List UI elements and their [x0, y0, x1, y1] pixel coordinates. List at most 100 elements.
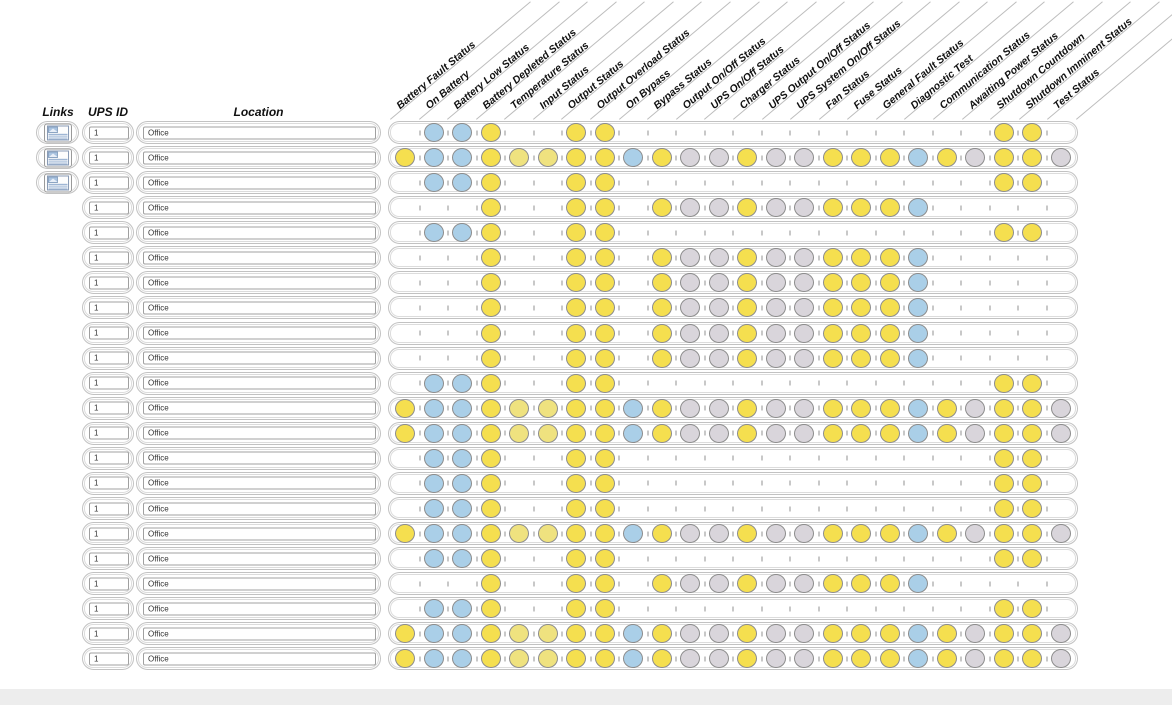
status-cell	[705, 323, 734, 344]
status-indicator	[452, 373, 473, 393]
status-indicator	[452, 499, 473, 519]
status-indicators-cell	[388, 121, 1078, 144]
location-input[interactable]	[143, 451, 376, 465]
ups-id-cell	[82, 647, 134, 671]
status-indicator	[851, 398, 872, 418]
location-input[interactable]	[143, 176, 376, 190]
location-cell	[136, 497, 381, 521]
location-input[interactable]	[143, 226, 376, 240]
status-cell	[391, 473, 420, 494]
status-cell	[505, 548, 534, 569]
status-indicator	[594, 248, 615, 268]
status-cell	[1047, 297, 1076, 318]
status-cell	[705, 598, 734, 619]
status-indicator	[395, 423, 416, 443]
location-input[interactable]	[143, 476, 376, 490]
status-indicator	[936, 649, 957, 669]
ups-id-input[interactable]	[89, 251, 129, 265]
status-indicator	[680, 198, 701, 218]
status-indicator	[480, 549, 501, 569]
status-indicator	[794, 323, 815, 343]
ups-id-input[interactable]	[89, 602, 129, 616]
location-input[interactable]	[143, 301, 376, 315]
location-input[interactable]	[143, 326, 376, 340]
location-input[interactable]	[143, 527, 376, 541]
status-cell	[1018, 523, 1047, 544]
status-cell	[591, 147, 620, 168]
ups-id-input[interactable]	[89, 451, 129, 465]
status-cell	[591, 272, 620, 293]
location-input[interactable]	[143, 652, 376, 666]
ups-id-input[interactable]	[89, 527, 129, 541]
location-input[interactable]	[143, 627, 376, 641]
status-cell	[391, 373, 420, 394]
status-cell	[876, 498, 905, 519]
location-input[interactable]	[143, 502, 376, 516]
ups-id-input[interactable]	[89, 426, 129, 440]
status-indicator	[594, 524, 615, 544]
status-cell	[391, 648, 420, 669]
location-input[interactable]	[143, 201, 376, 215]
location-input[interactable]	[143, 276, 376, 290]
location-input[interactable]	[143, 426, 376, 440]
ups-id-input[interactable]	[89, 126, 129, 139]
location-input[interactable]	[143, 401, 376, 415]
ups-id-input[interactable]	[89, 326, 129, 340]
status-indicator	[594, 574, 615, 594]
status-cell	[876, 272, 905, 293]
location-input[interactable]	[143, 577, 376, 591]
ups-id-input[interactable]	[89, 176, 129, 190]
table-row	[0, 171, 1172, 195]
status-indicator	[680, 524, 701, 544]
ups-id-input[interactable]	[89, 552, 129, 566]
status-cell	[876, 523, 905, 544]
ups-id-input[interactable]	[89, 351, 129, 365]
ups-id-input[interactable]	[89, 652, 129, 666]
links-button[interactable]	[43, 148, 72, 168]
location-input[interactable]	[143, 151, 376, 165]
status-cell	[847, 573, 876, 594]
ups-id-input[interactable]	[89, 476, 129, 490]
status-cell	[477, 348, 506, 369]
status-cell	[420, 197, 449, 218]
status-cell	[790, 147, 819, 168]
location-input[interactable]	[143, 552, 376, 566]
table-row	[0, 296, 1172, 320]
location-input[interactable]	[143, 251, 376, 265]
location-input[interactable]	[143, 376, 376, 390]
status-cell	[562, 573, 591, 594]
ups-id-input[interactable]	[89, 627, 129, 641]
ups-id-input[interactable]	[89, 151, 129, 165]
location-input[interactable]	[143, 126, 376, 139]
links-button[interactable]	[43, 173, 72, 193]
status-cell	[990, 598, 1019, 619]
status-cell	[562, 272, 591, 293]
ups-id-input[interactable]	[89, 201, 129, 215]
status-cell	[391, 448, 420, 469]
status-cell	[733, 473, 762, 494]
status-cell	[477, 172, 506, 193]
ups-id-input[interactable]	[89, 276, 129, 290]
ups-id-input[interactable]	[89, 502, 129, 516]
status-cell	[876, 473, 905, 494]
ups-id-input[interactable]	[89, 301, 129, 315]
status-indicator	[680, 423, 701, 443]
status-indicator	[1022, 549, 1043, 569]
location-input[interactable]	[143, 351, 376, 365]
ups-id-input[interactable]	[89, 376, 129, 390]
status-indicators-cell	[388, 497, 1078, 521]
ups-id-input[interactable]	[89, 401, 129, 415]
status-cell	[904, 297, 933, 318]
location-input[interactable]	[143, 602, 376, 616]
ups-id-cell	[82, 597, 134, 621]
status-indicators-cell	[388, 171, 1078, 195]
ups-id-input[interactable]	[89, 577, 129, 591]
status-cell	[420, 573, 449, 594]
status-cell	[477, 272, 506, 293]
status-cell	[847, 247, 876, 268]
status-cell	[904, 648, 933, 669]
status-cell	[505, 122, 534, 143]
ups-id-input[interactable]	[89, 226, 129, 240]
links-button[interactable]	[43, 123, 72, 142]
